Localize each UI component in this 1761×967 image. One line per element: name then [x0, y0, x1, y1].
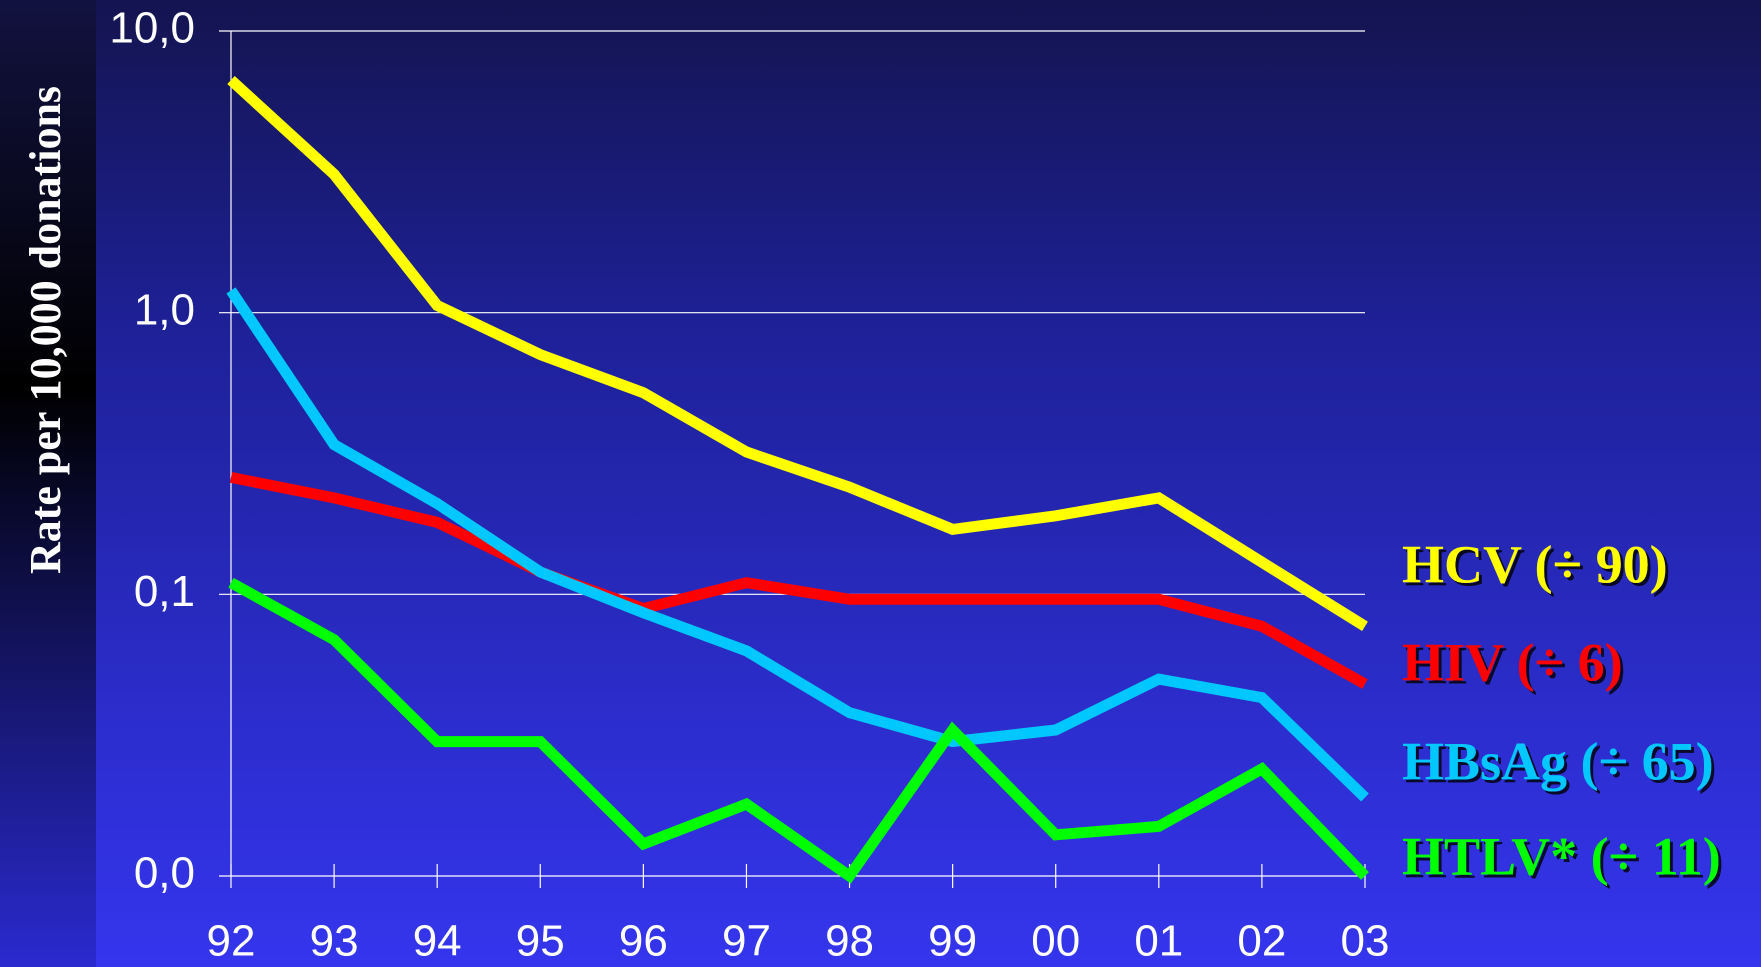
x-tick-label: 02: [1237, 917, 1286, 966]
x-tick-label: 93: [310, 917, 359, 966]
legend-entry: HBsAg (÷ 65): [1402, 731, 1714, 791]
series-line: [228, 577, 1369, 884]
x-tick-label: 00: [1031, 917, 1080, 966]
x-tick-label: 95: [516, 917, 565, 966]
series-line: [229, 472, 1368, 689]
series-line: [226, 287, 1369, 802]
y-tick-label: 0,1: [134, 567, 195, 616]
legend-entry: HCV (÷ 90): [1402, 534, 1668, 594]
y-tick-label: 10,0: [109, 4, 195, 53]
y-tick-label: 0,0: [134, 849, 195, 898]
x-tick-label: 97: [722, 917, 771, 966]
x-tick-label: 92: [207, 917, 256, 966]
x-tick-label: 96: [619, 917, 668, 966]
y-axis-label: Rate per 10,000 donations: [21, 86, 70, 574]
y-tick-label: 1,0: [134, 285, 195, 334]
x-tick-label: 98: [825, 917, 874, 966]
series-line: [227, 75, 1368, 631]
x-tick-label: 99: [928, 917, 977, 966]
x-tick-label: 03: [1341, 917, 1390, 966]
side-strip: [0, 0, 96, 967]
legend-entry: HIV (÷ 6): [1402, 632, 1623, 692]
legend-entry: HTLV* (÷ 11): [1402, 826, 1721, 886]
x-tick-label: 94: [413, 917, 462, 966]
x-tick-label: 01: [1134, 917, 1183, 966]
